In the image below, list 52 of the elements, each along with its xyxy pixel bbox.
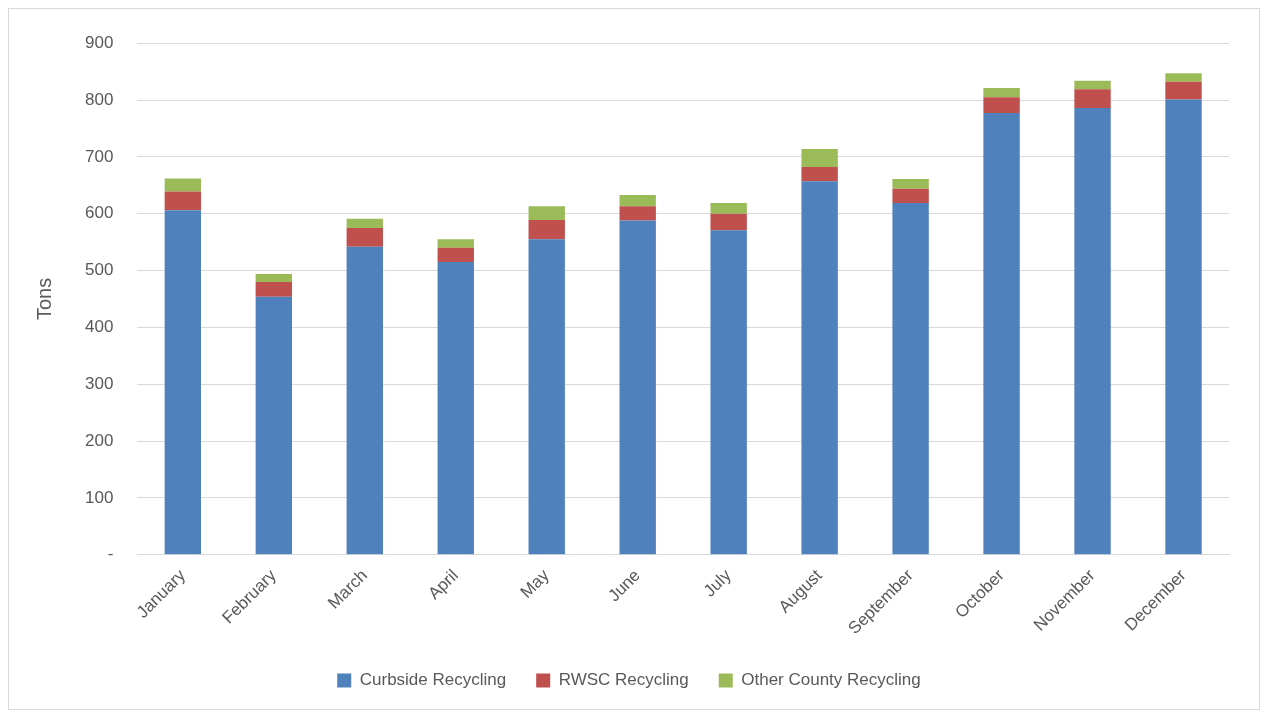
y-tick-label: 800 — [84, 89, 114, 109]
bar — [346, 218, 383, 228]
bar — [437, 239, 474, 248]
bar — [346, 246, 383, 555]
y-tick-label: 300 — [84, 373, 114, 393]
bar — [1074, 89, 1111, 108]
bar — [1074, 108, 1111, 555]
bar — [255, 296, 293, 555]
bar — [528, 239, 565, 555]
bar — [1165, 99, 1202, 555]
bar — [1165, 81, 1202, 100]
x-tick-label: July — [700, 565, 736, 601]
y-tick-label: 900 — [84, 32, 114, 52]
y-tick-label: - — [107, 544, 114, 564]
y-tick-label: 100 — [84, 487, 114, 507]
bar — [983, 113, 1020, 555]
bar — [892, 188, 929, 203]
bar — [528, 219, 565, 240]
bar — [437, 262, 474, 555]
legend-label: Curbside Recycling — [359, 670, 507, 690]
y-tick-label: 600 — [84, 203, 114, 223]
bar — [983, 88, 1020, 98]
bar — [164, 191, 202, 211]
bar — [164, 178, 202, 192]
bar — [710, 230, 747, 555]
bar — [1165, 73, 1202, 82]
y-tick-label: 700 — [84, 146, 114, 166]
bar — [801, 181, 838, 555]
y-tick-label: 400 — [84, 317, 114, 337]
y-tick-label: 500 — [84, 260, 114, 280]
legend-label: Other County Recycling — [741, 670, 921, 690]
x-tick-label: May — [516, 565, 554, 602]
bar — [983, 97, 1020, 114]
bar — [528, 206, 565, 220]
y-axis-title: Tons — [32, 277, 55, 321]
bar — [619, 206, 656, 221]
bar — [346, 227, 383, 247]
bar — [801, 167, 838, 182]
bar — [437, 247, 474, 263]
bar — [255, 273, 293, 282]
bar — [1074, 80, 1111, 90]
bar — [710, 202, 747, 214]
bar — [255, 281, 293, 297]
y-tick-label: 200 — [84, 430, 114, 450]
bar — [892, 179, 929, 189]
bar — [892, 202, 929, 555]
bar — [619, 194, 656, 207]
bar — [164, 210, 202, 555]
bar — [801, 148, 838, 168]
bar — [710, 213, 747, 231]
bar — [619, 220, 656, 555]
legend-label: RWSC Recycling — [558, 670, 689, 690]
